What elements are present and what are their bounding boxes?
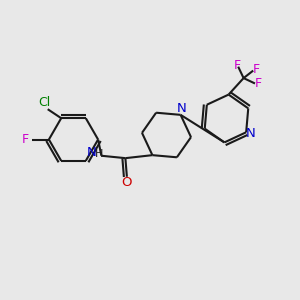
Text: N: N <box>176 102 186 115</box>
Text: F: F <box>253 63 260 76</box>
Text: F: F <box>255 77 262 90</box>
Text: F: F <box>22 133 29 146</box>
Text: N: N <box>87 146 96 159</box>
Text: H: H <box>95 149 103 159</box>
Text: F: F <box>233 59 241 72</box>
Text: N: N <box>246 127 256 140</box>
Text: Cl: Cl <box>38 96 50 109</box>
Text: O: O <box>122 176 132 189</box>
